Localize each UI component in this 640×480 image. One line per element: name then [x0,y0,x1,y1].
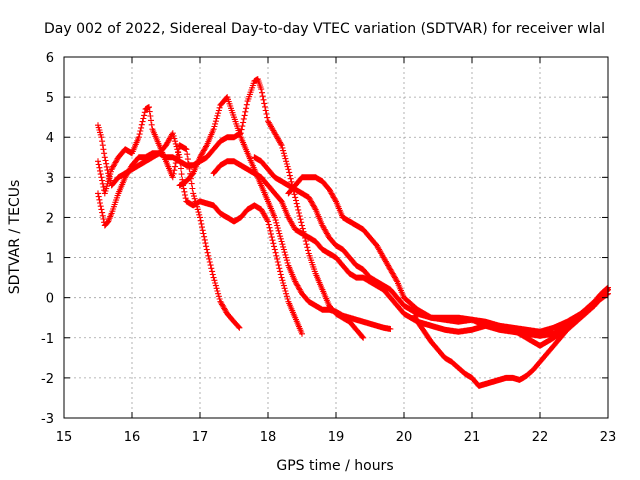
marker-trail-track-4 [176,94,394,332]
x-tick-label: 15 [56,430,73,445]
marker-trail-track-1 [95,104,243,331]
y-tick-label: 2 [46,211,54,226]
y-tick-label: -2 [41,372,54,387]
marker-trail-track-8 [411,284,611,389]
x-tick-label: 18 [260,430,277,445]
y-tick-label: 1 [46,252,54,267]
x-tick-label: 16 [124,430,141,445]
y-tick-label: 3 [46,171,54,186]
marker-trail-track-5 [210,158,611,335]
series-track-4 [176,94,394,332]
x-axis-label: GPS time / hours [276,458,393,474]
x-tick-label: 20 [396,430,413,445]
series-track-3 [95,76,367,341]
series-track-1 [95,104,243,331]
x-tick-label: 19 [328,430,345,445]
series-track-5 [210,158,611,335]
y-tick-label: -1 [41,332,54,347]
series-track-2 [95,122,305,337]
y-tick-label: 4 [46,131,54,146]
x-tick-label: 22 [532,430,549,445]
y-tick-label: -3 [41,412,54,427]
y-axis-label: SDTVAR / TECUs [7,180,23,295]
x-tick-label: 17 [192,430,209,445]
data-markers [95,76,611,389]
series-track-8 [411,284,611,389]
y-tick-label: 6 [46,51,54,66]
y-tick-label: 5 [46,91,54,106]
marker-trail-track-3 [95,76,367,341]
chart-title: Day 002 of 2022, Sidereal Day-to-day VTE… [44,21,605,37]
x-tick-label: 21 [464,430,481,445]
x-tick-label: 23 [600,430,617,445]
marker-trail-track-2 [95,122,305,337]
y-tick-label: 0 [46,292,54,307]
